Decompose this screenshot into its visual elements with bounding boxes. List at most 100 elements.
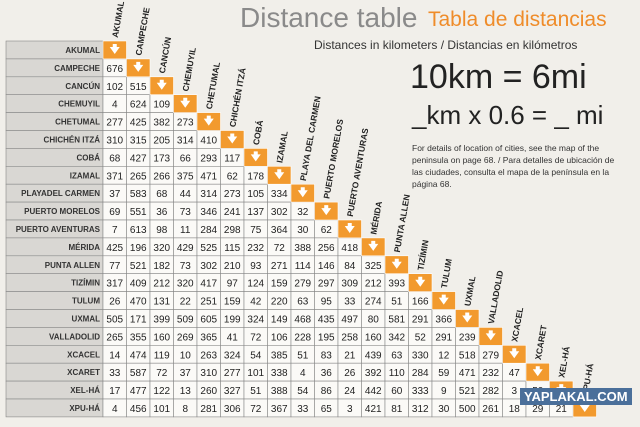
cell-value: 521: [459, 386, 476, 397]
cell-value: 273: [177, 118, 194, 129]
arrow: [344, 223, 355, 233]
cell-value: 159: [271, 279, 288, 290]
arrow: [109, 44, 120, 54]
row-label: XPU-HÁ: [69, 404, 100, 413]
column-header: TIZÍMIN: [415, 239, 430, 271]
cell-value: 68: [109, 153, 121, 164]
cell-value: 182: [153, 261, 170, 272]
cell-value: 51: [297, 350, 309, 361]
arrow: [203, 115, 214, 126]
cell-value: 551: [130, 207, 147, 218]
conversion-2: _km x 0.6 = _ mi: [412, 100, 604, 130]
cell-value: 265: [130, 171, 147, 182]
cell-value: 392: [365, 368, 382, 379]
cell-value: 587: [130, 368, 147, 379]
cell-value: 509: [177, 314, 194, 325]
cell-value: 324: [224, 350, 241, 361]
column-header: CANCÚN: [156, 36, 173, 74]
cell-value: 417: [200, 279, 217, 290]
cell-value: 12: [438, 350, 450, 361]
cell-value: 17: [109, 386, 121, 397]
watermark: YAPLAKAL.COM: [520, 388, 632, 405]
arrow: [485, 330, 496, 341]
cell-value: 36: [321, 368, 333, 379]
cell-value: 500: [459, 404, 476, 415]
cell-value: 137: [247, 207, 264, 218]
row-label: XEL-HÁ: [70, 386, 100, 395]
cell-value: 10: [180, 350, 192, 361]
cell-value: 4: [112, 100, 118, 111]
cell-value: 81: [391, 404, 403, 415]
cell-value: 14: [109, 350, 121, 361]
cell-value: 62: [227, 171, 239, 182]
cell-value: 171: [130, 314, 147, 325]
cell-value: 220: [271, 297, 288, 308]
cell-value: 456: [130, 404, 147, 415]
cell-value: 474: [130, 350, 147, 361]
cell-value: 93: [250, 261, 262, 272]
cell-value: 8: [182, 404, 188, 415]
cell-value: 470: [130, 297, 147, 308]
cell-value: 314: [200, 189, 217, 200]
cell-value: 324: [247, 314, 264, 325]
column-header: PUERTO MORELOS: [321, 118, 345, 199]
arrow: [415, 276, 426, 287]
cell-value: 109: [153, 100, 170, 111]
cell-value: 425: [130, 118, 147, 129]
cell-value: 166: [412, 297, 429, 308]
cell-value: 29: [532, 404, 544, 415]
cell-value: 367: [271, 404, 288, 415]
cell-value: 382: [153, 118, 170, 129]
cell-value: 72: [250, 332, 262, 343]
cell-value: 42: [250, 297, 262, 308]
cell-value: 210: [224, 261, 241, 272]
cell-value: 124: [247, 279, 264, 290]
cell-value: 47: [509, 368, 521, 379]
cell-value: 37: [109, 189, 121, 200]
cell-value: 18: [509, 404, 521, 415]
cell-value: 277: [106, 118, 123, 129]
cell-value: 477: [130, 386, 147, 397]
arrow: [156, 79, 167, 90]
cell-value: 583: [130, 189, 147, 200]
arrow: [462, 312, 473, 323]
cell-value: 33: [344, 297, 356, 308]
column-header: VALLADOLID: [486, 270, 505, 325]
row-label: CANCÚN: [65, 82, 100, 91]
cell-value: 73: [180, 261, 192, 272]
cell-value: 131: [153, 297, 170, 308]
cell-value: 4: [300, 368, 306, 379]
row-label: XCACEL: [67, 350, 100, 359]
column-header: CHEMUYIL: [180, 47, 198, 92]
cell-value: 435: [318, 314, 335, 325]
cell-value: 581: [388, 314, 405, 325]
row-label: VALLADOLID: [49, 332, 100, 341]
cell-value: 26: [344, 368, 356, 379]
row-label: PLAYADEL CARMEN: [21, 189, 100, 198]
cell-value: 273: [224, 189, 241, 200]
cell-value: 146: [318, 261, 335, 272]
cell-value: 265: [106, 332, 123, 343]
cell-value: 22: [180, 297, 192, 308]
cell-value: 122: [153, 386, 170, 397]
cell-value: 7: [112, 225, 118, 236]
cell-value: 60: [391, 386, 403, 397]
cell-value: 442: [365, 386, 382, 397]
cell-value: 314: [177, 135, 194, 146]
cell-value: 274: [365, 297, 382, 308]
cell-value: 251: [200, 297, 217, 308]
cell-value: 325: [365, 261, 382, 272]
column-header: XEL-HÁ: [556, 346, 571, 379]
arrow: [368, 240, 379, 251]
cell-value: 521: [130, 261, 147, 272]
cell-value: 261: [482, 404, 499, 415]
cell-value: 333: [412, 386, 429, 397]
cell-value: 505: [106, 314, 123, 325]
cell-value: 75: [250, 225, 262, 236]
cell-value: 59: [438, 368, 450, 379]
cell-value: 241: [224, 207, 241, 218]
cell-value: 105: [247, 189, 264, 200]
cell-value: 160: [153, 332, 170, 343]
cell-value: 297: [318, 279, 335, 290]
